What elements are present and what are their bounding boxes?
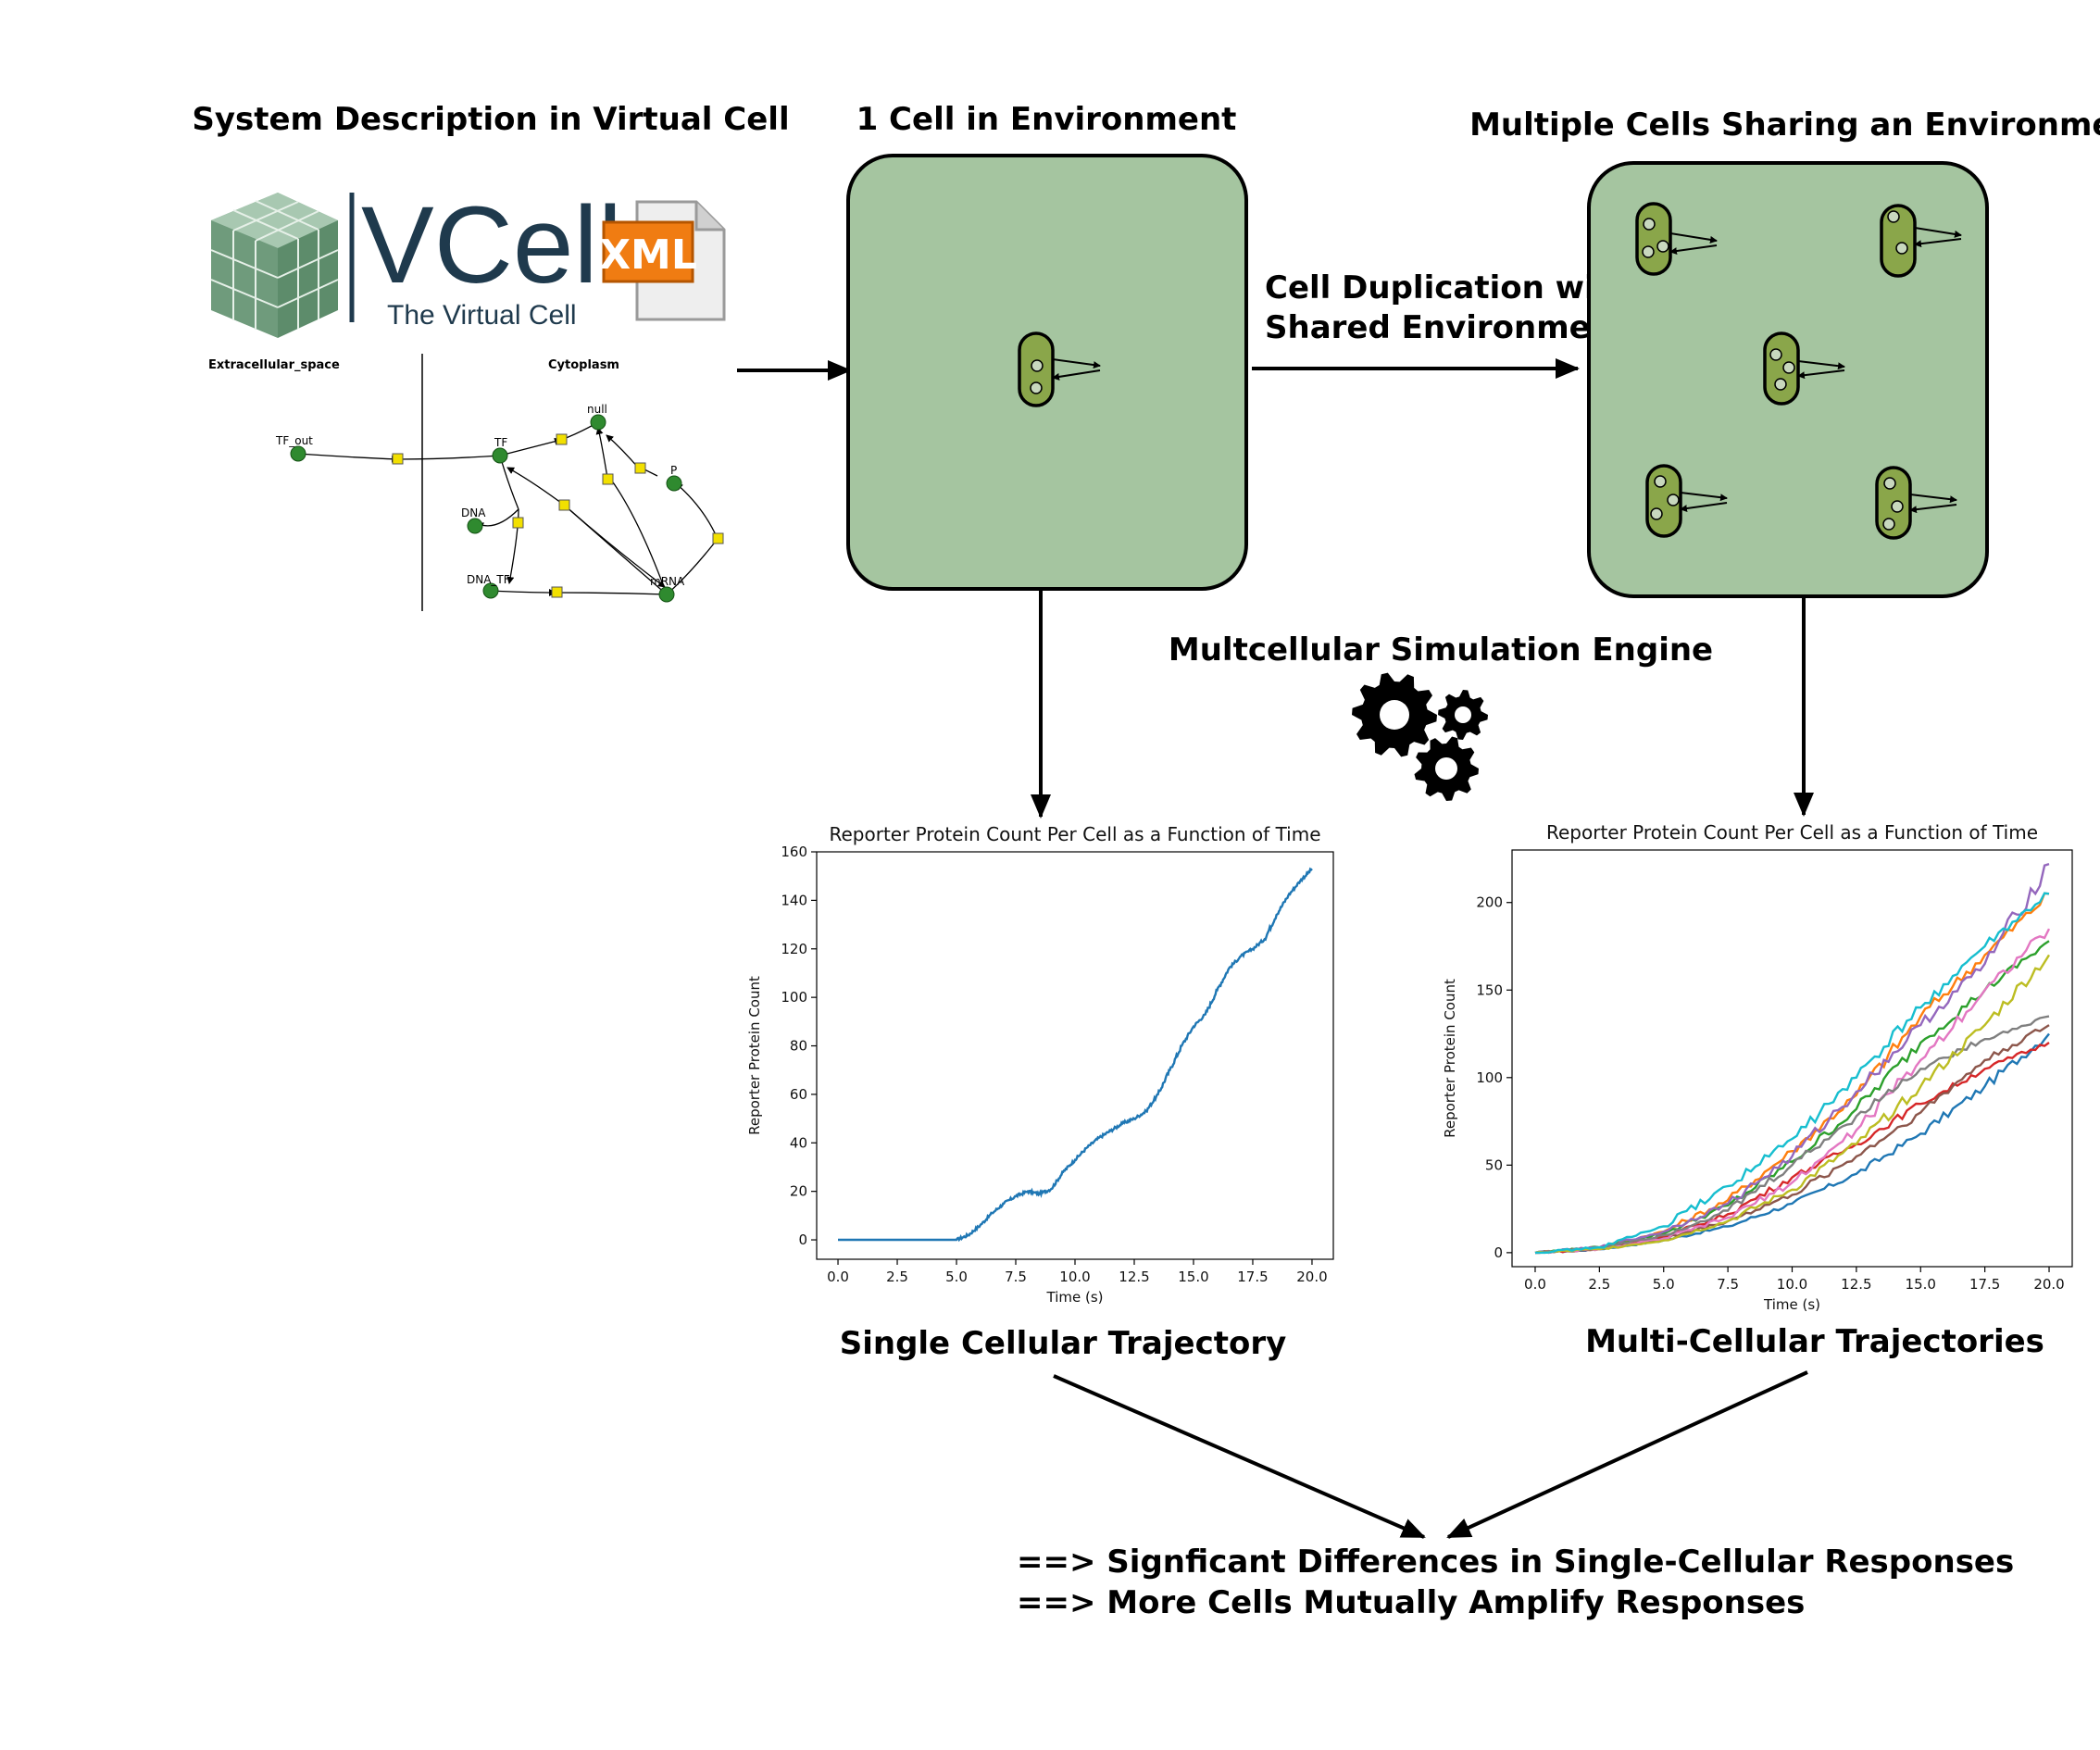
series-line — [1534, 1015, 2050, 1255]
engine-label: Multcellular Simulation Engine — [1169, 631, 1713, 669]
vcell-tagline: The Virtual Cell — [387, 300, 577, 331]
y-tick-label: 200 — [1476, 894, 1503, 911]
y-tick-label: 50 — [1485, 1156, 1503, 1173]
y-tick-label: 0 — [798, 1231, 807, 1248]
y-tick-label: 150 — [1476, 981, 1503, 998]
species-tf: TF — [494, 436, 507, 449]
x-tick-label: 20.0 — [2033, 1276, 2064, 1293]
x-tick-label: 20.0 — [1296, 1269, 1327, 1285]
x-tick-label: 17.5 — [1969, 1276, 2000, 1293]
vcell-logo-text: VCell — [361, 184, 622, 306]
x-axis-label: Time (s) — [1046, 1289, 1104, 1306]
gears-icon — [1352, 672, 1488, 801]
plot-frame — [816, 851, 1334, 1260]
y-tick-label: 80 — [790, 1038, 807, 1055]
vcell-cube-logo-icon — [210, 193, 339, 338]
y-tick-label: 0 — [1494, 1244, 1503, 1261]
x-tick-label: 5.0 — [1653, 1276, 1675, 1293]
chart-title: Reporter Protein Count Per Cell as a Fun… — [1546, 821, 2038, 844]
single-trajectory-chart: Reporter Protein Count Per Cell as a Fun… — [746, 823, 1334, 1306]
single-cell — [1018, 331, 1101, 407]
species-p: P — [670, 464, 677, 477]
species-tf-out: TF_out — [275, 434, 313, 447]
conclusion-line-1: ==> Signficant Differences in Single-Cel… — [1017, 1544, 2014, 1581]
multiple-cells-title: Multiple Cells Sharing an Environment — [1469, 106, 2100, 144]
species-dna-tf: DNA_TF — [467, 573, 510, 586]
species-mrna: mRNA — [650, 575, 685, 588]
compartment-extracellular: Extracellular_space — [208, 358, 340, 372]
x-tick-label: 10.0 — [1777, 1276, 1807, 1293]
y-tick-label: 40 — [790, 1134, 807, 1151]
reaction-network: Extracellular_space Cytoplasm — [208, 354, 724, 611]
x-tick-label: 12.5 — [1841, 1276, 1871, 1293]
series-line — [1534, 1032, 2050, 1255]
y-tick-label: 140 — [781, 892, 807, 908]
x-tick-label: 15.0 — [1178, 1269, 1208, 1285]
series-line — [1535, 892, 2050, 1255]
duplication-label-line2: Shared Environment — [1265, 309, 1628, 346]
single-trajectory-caption: Single Cellular Trajectory — [840, 1325, 1287, 1362]
medium-gear-icon — [1414, 736, 1479, 801]
x-tick-label: 7.5 — [1005, 1269, 1027, 1285]
y-axis-label: Reporter Protein Count — [746, 976, 763, 1135]
compartment-cytoplasm: Cytoplasm — [548, 358, 619, 372]
y-tick-label: 160 — [781, 844, 807, 860]
species-dna: DNA — [461, 506, 486, 519]
y-axis-label: Reporter Protein Count — [1442, 979, 1458, 1138]
x-axis-label: Time (s) — [1763, 1296, 1820, 1313]
small-gear-icon — [1438, 690, 1488, 740]
x-tick-label: 17.5 — [1237, 1269, 1268, 1285]
y-tick-label: 60 — [790, 1086, 807, 1103]
x-tick-label: 0.0 — [1524, 1276, 1546, 1293]
xml-file-icon: XML — [599, 200, 726, 321]
xml-badge-text: XML — [599, 231, 697, 279]
x-tick-label: 2.5 — [1588, 1276, 1610, 1293]
one-cell-title: 1 Cell in Environment — [856, 101, 1237, 138]
arrow-single-to-conclusion — [1053, 1374, 1426, 1539]
y-tick-label: 100 — [1476, 1069, 1503, 1086]
series-line — [838, 867, 1313, 1243]
large-gear-icon — [1352, 672, 1437, 757]
x-tick-label: 12.5 — [1119, 1269, 1149, 1285]
x-tick-label: 5.0 — [945, 1269, 968, 1285]
chart-title: Reporter Protein Count Per Cell as a Fun… — [829, 823, 1320, 845]
y-tick-label: 20 — [790, 1183, 807, 1200]
x-tick-label: 0.0 — [827, 1269, 849, 1285]
multi-trajectory-caption: Multi-Cellular Trajectories — [1585, 1323, 2044, 1360]
conclusion-line-2: ==> More Cells Mutually Amplify Response… — [1017, 1584, 1805, 1621]
x-tick-label: 2.5 — [886, 1269, 908, 1285]
x-tick-label: 10.0 — [1059, 1269, 1090, 1285]
duplication-label-line1: Cell Duplication with — [1265, 269, 1632, 306]
x-tick-label: 15.0 — [1906, 1276, 1936, 1293]
y-tick-label: 100 — [781, 989, 807, 1006]
x-tick-label: 7.5 — [1717, 1276, 1739, 1293]
system-description-title: System Description in Virtual Cell — [192, 101, 789, 138]
arrow-multi-to-conclusion — [1446, 1370, 1808, 1539]
species-null: null — [587, 403, 607, 416]
multi-trajectory-chart: Reporter Protein Count Per Cell as a Fun… — [1442, 821, 2073, 1313]
series-line — [1534, 1042, 2050, 1255]
series-line — [1534, 954, 2051, 1255]
series-line — [1534, 862, 2050, 1255]
y-tick-label: 120 — [781, 941, 807, 957]
